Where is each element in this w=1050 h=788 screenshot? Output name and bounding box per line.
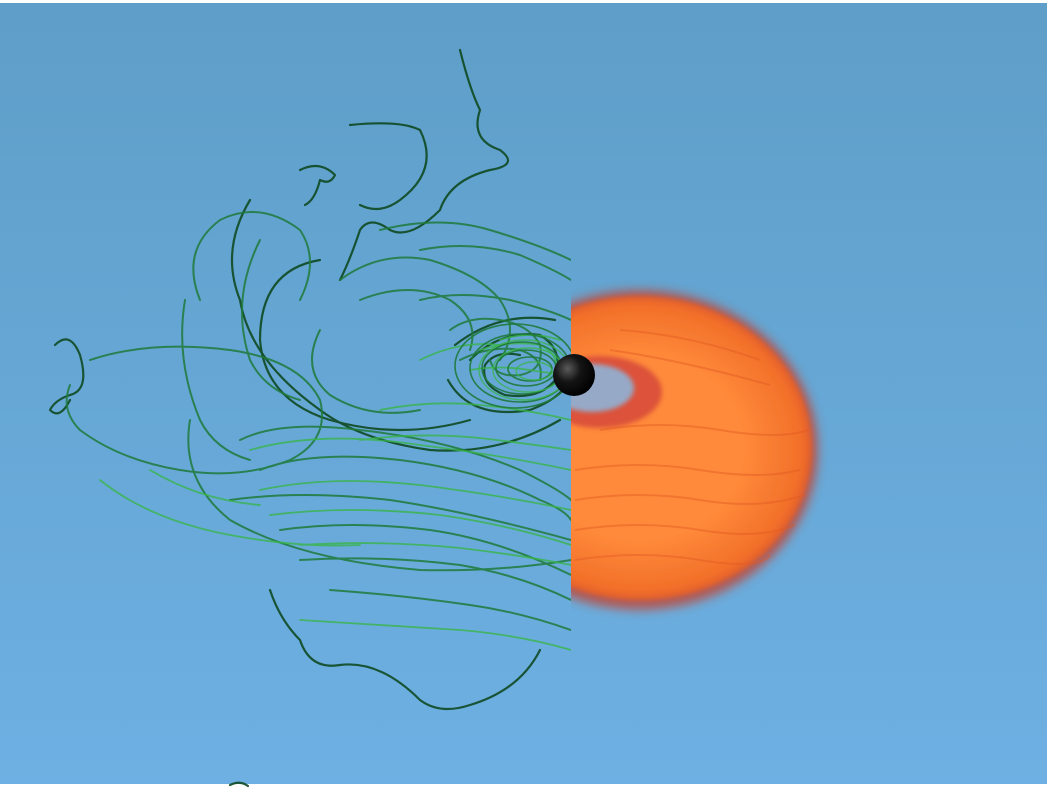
- disk-texture: [574, 329, 809, 565]
- field-lines-bright: [99, 334, 571, 651]
- magnetic-field-lines: [48, 48, 571, 788]
- field-lines-mid: [65, 211, 571, 631]
- black-hole: [553, 354, 595, 396]
- right-border: [1047, 0, 1050, 788]
- top-border: [0, 0, 1050, 3]
- accretion-disk: [571, 290, 818, 610]
- black-hole-sphere: [553, 354, 595, 396]
- bottom-border: [0, 784, 1050, 788]
